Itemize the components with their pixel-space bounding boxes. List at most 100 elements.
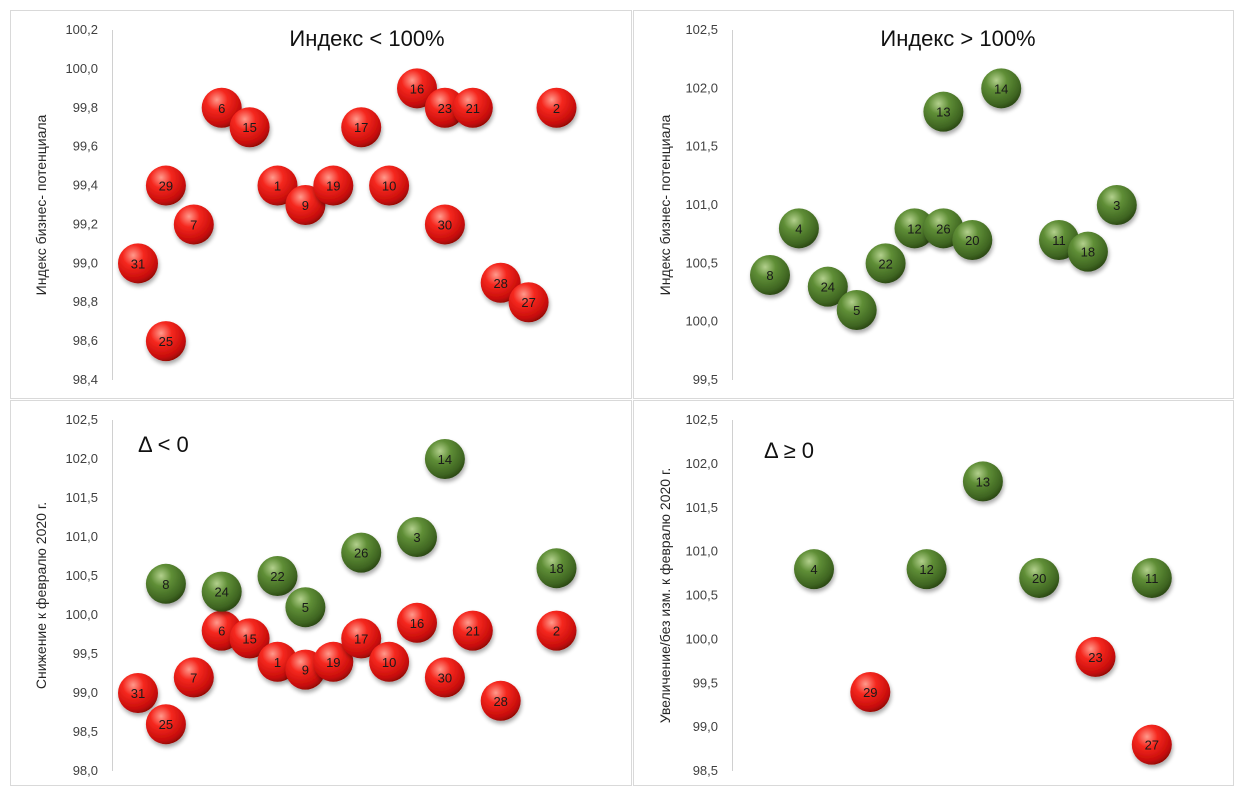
data-point-22: 22 (865, 243, 906, 284)
data-label: 4 (810, 562, 817, 577)
data-label: 8 (162, 577, 169, 592)
data-label: 3 (413, 530, 420, 545)
data-point-marker (424, 439, 465, 479)
data-point-marker (865, 243, 906, 284)
data-point-30: 30 (424, 657, 465, 698)
data-label: 14 (994, 81, 1008, 96)
data-point-7: 7 (173, 204, 214, 245)
y-tick-label: 99,0 (693, 719, 718, 734)
y-tick-label: 99,5 (693, 372, 718, 387)
data-point-10: 10 (369, 641, 410, 682)
data-point-marker (952, 220, 993, 260)
data-point-marker (145, 704, 186, 745)
data-point-marker (201, 87, 242, 128)
y-tick-label: 102,5 (685, 412, 718, 427)
chart-title: Δ < 0 (138, 432, 189, 457)
data-point-20: 20 (952, 220, 993, 260)
panel-frame-1 (10, 10, 632, 399)
data-point-9: 9 (285, 185, 326, 225)
data-label: 13 (936, 105, 950, 120)
data-label: 21 (466, 101, 480, 116)
y-tick-label: 100,5 (685, 255, 718, 270)
data-point-marker (285, 185, 326, 225)
data-point-marker (229, 618, 270, 659)
y-tick-label: 98,8 (73, 294, 98, 309)
data-point-25: 25 (145, 321, 186, 362)
data-point-marker (536, 610, 577, 651)
data-point-18: 18 (536, 548, 577, 589)
y-tick-label: 100,5 (685, 588, 718, 603)
y-axis-label: Увеличение/без изм. к февралю 2020 г. (657, 468, 673, 724)
data-label: 25 (159, 334, 173, 349)
data-point-marker (118, 673, 158, 713)
y-tick-label: 100,0 (65, 61, 98, 76)
data-label: 5 (853, 303, 860, 318)
data-point-marker (341, 618, 382, 659)
data-point-marker (341, 107, 382, 148)
data-label: 18 (549, 561, 563, 576)
data-label: 22 (270, 569, 284, 584)
data-point-marker (397, 68, 437, 109)
data-point-marker (807, 266, 848, 307)
data-point-21: 21 (452, 87, 493, 128)
y-tick-label: 100,0 (65, 607, 98, 622)
data-label: 12 (919, 562, 933, 577)
data-point-marker (480, 680, 521, 721)
data-label: 28 (493, 276, 507, 291)
data-label: 24 (821, 280, 835, 295)
data-point-16: 16 (397, 602, 437, 643)
data-point-21: 21 (452, 610, 493, 651)
data-point-marker (480, 262, 521, 303)
data-point-marker (1131, 724, 1172, 765)
y-tick-label: 99,2 (73, 216, 98, 231)
y-tick-label: 101,0 (65, 529, 98, 544)
data-label: 9 (302, 198, 309, 213)
data-point-marker (778, 208, 819, 249)
data-point-marker (452, 87, 493, 128)
data-point-marker (257, 165, 298, 206)
data-point-marker (1075, 636, 1116, 677)
data-point-marker (313, 165, 354, 206)
data-point-marker (369, 641, 410, 682)
data-label: 29 (159, 179, 173, 194)
data-label: 31 (131, 256, 145, 271)
data-point-27: 27 (1131, 724, 1172, 765)
panel-delta-negative: 98,0 98,5 99,0 99,5 100,0 100,5 101,0 101,5 102,… (33, 412, 577, 778)
data-label: 16 (410, 81, 424, 96)
data-label: 20 (1032, 571, 1046, 586)
y-tick-label: 100,2 (65, 22, 98, 37)
data-point-marker (397, 517, 437, 557)
y-tick-label: 98,5 (693, 763, 718, 778)
data-label: 7 (190, 670, 197, 685)
data-label: 30 (438, 217, 452, 232)
data-point-4: 4 (794, 549, 834, 590)
data-point-14: 14 (981, 68, 1022, 109)
data-point-13: 13 (923, 91, 964, 132)
y-tick-label: 99,8 (73, 100, 98, 115)
data-point-15: 15 (229, 107, 270, 148)
data-label: 18 (1081, 245, 1095, 260)
data-label: 10 (382, 655, 396, 670)
data-point-6: 6 (201, 87, 242, 128)
data-point-marker (118, 243, 158, 284)
data-label: 24 (214, 585, 228, 600)
data-point-19: 19 (313, 165, 354, 206)
data-label: 11 (1052, 233, 1066, 248)
data-label: 19 (326, 655, 340, 670)
data-label: 8 (766, 268, 773, 283)
data-label: 15 (242, 120, 256, 135)
data-label: 15 (242, 631, 256, 646)
data-label: 12 (907, 221, 921, 236)
data-label: 26 (936, 221, 950, 236)
y-tick-label: 101,0 (685, 197, 718, 212)
data-point-10: 10 (369, 165, 410, 206)
y-tick-label: 101,5 (685, 139, 718, 154)
data-point-14: 14 (424, 439, 465, 479)
data-point-marker (201, 571, 242, 612)
data-label: 3 (1113, 198, 1120, 213)
data-label: 31 (131, 686, 145, 701)
data-point-2: 2 (536, 87, 577, 128)
data-label: 1 (274, 655, 281, 670)
data-label: 6 (218, 101, 225, 116)
panel-delta-non-negative: 98,5 99,0 99,5 100,0 100,5 101,0 101,5 102,0 102… (657, 412, 1172, 778)
